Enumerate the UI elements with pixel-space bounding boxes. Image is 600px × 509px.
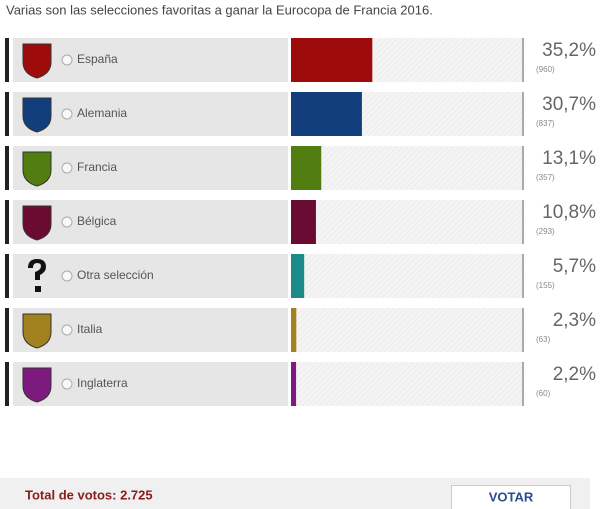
radio-button[interactable] [61, 216, 73, 228]
radio-button[interactable] [61, 324, 73, 336]
vote-count: (837) [536, 119, 555, 128]
option-label[interactable]: España [77, 52, 118, 66]
option-background [13, 38, 288, 82]
result-bar [291, 92, 362, 136]
option-icon [22, 205, 52, 241]
option-label[interactable]: Italia [77, 322, 103, 336]
vote-count: (60) [536, 389, 551, 398]
percent-label: 10,8% [542, 202, 596, 223]
percent-label: 2,2% [553, 364, 596, 385]
option-background [13, 362, 288, 406]
radio-button[interactable] [61, 378, 73, 390]
result-bar [291, 38, 373, 82]
result-bar [291, 308, 297, 352]
radio-button[interactable] [61, 54, 73, 66]
bar-track [291, 362, 522, 406]
total-votes: Total de votos: 2.725 [25, 487, 153, 502]
vote-count: (293) [536, 227, 555, 236]
option-background [13, 200, 288, 244]
bar-track [291, 254, 522, 298]
vote-count: (63) [536, 335, 551, 344]
row-marker [5, 308, 9, 352]
option-background [13, 146, 288, 190]
radio-button[interactable] [61, 162, 73, 174]
option-icon [22, 151, 52, 187]
option-background [13, 92, 288, 136]
percent-label: 35,2% [542, 40, 596, 61]
row-marker [5, 146, 9, 190]
percent-label: 2,3% [553, 310, 596, 331]
vote-count: (960) [536, 65, 555, 74]
option-icon [28, 259, 46, 292]
option-icon [22, 43, 52, 79]
percent-label: 30,7% [542, 94, 596, 115]
vote-button-label[interactable]: VOTAR [489, 489, 534, 504]
option-label[interactable]: Inglaterra [77, 376, 128, 390]
poll-question: Varias son las selecciones favoritas a g… [6, 2, 433, 17]
option-background [13, 308, 288, 352]
option-label[interactable]: Otra selección [77, 268, 154, 282]
bar-track [291, 308, 522, 352]
option-label[interactable]: Francia [77, 160, 117, 174]
row-marker [5, 254, 9, 298]
result-bar [291, 200, 316, 244]
option-icon [22, 313, 52, 349]
option-background [13, 254, 288, 298]
radio-button[interactable] [61, 108, 73, 120]
result-bar [291, 362, 297, 406]
option-label[interactable]: Alemania [77, 106, 127, 120]
row-marker [5, 362, 9, 406]
percent-label: 13,1% [542, 148, 596, 169]
option-icon [22, 97, 52, 133]
result-bar [291, 254, 305, 298]
option-icon [22, 367, 52, 403]
row-marker [5, 200, 9, 244]
bar-track [291, 146, 522, 190]
vote-count: (357) [536, 173, 555, 182]
radio-button[interactable] [61, 270, 73, 282]
row-marker [5, 92, 9, 136]
percent-label: 5,7% [553, 256, 596, 277]
result-bar [291, 146, 322, 190]
vote-button[interactable] [451, 485, 571, 509]
vote-count: (155) [536, 281, 555, 290]
row-marker [5, 38, 9, 82]
option-label[interactable]: Bélgica [77, 214, 117, 228]
bar-track [291, 200, 522, 244]
